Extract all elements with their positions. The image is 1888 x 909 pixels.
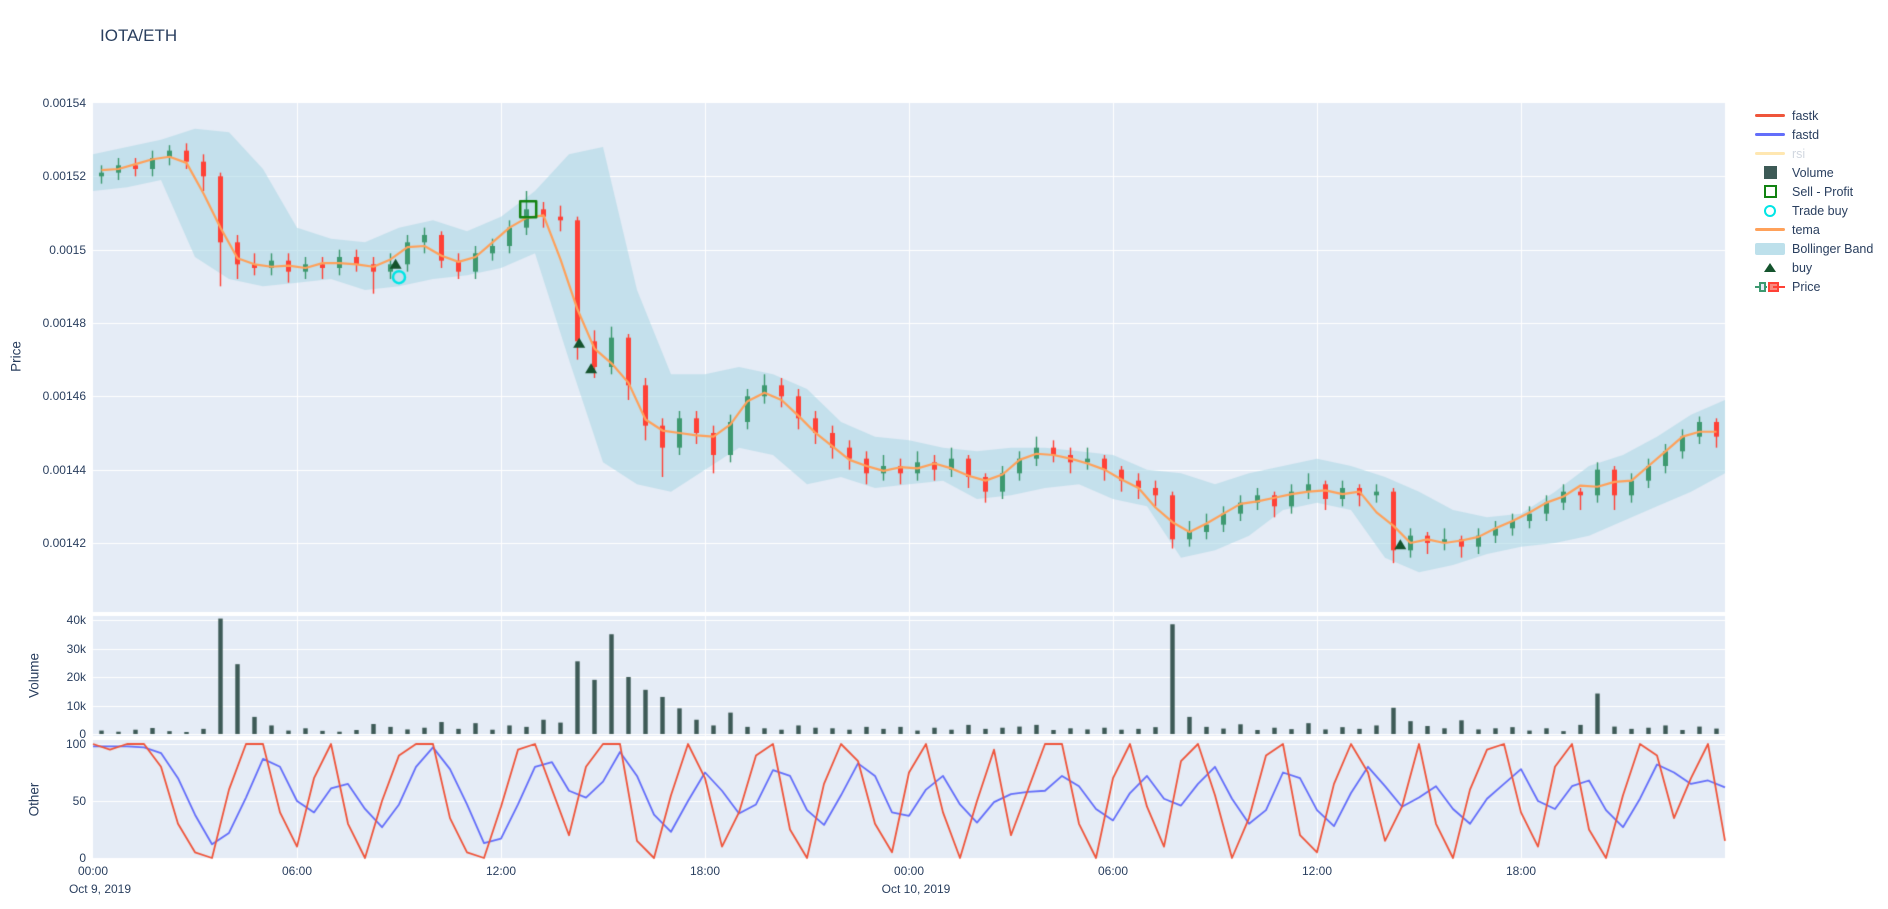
price-axis-tick: 0.00146 <box>42 389 86 404</box>
square-filled-swatch-icon <box>1763 166 1777 179</box>
legend-item-label: buy <box>1792 260 1813 275</box>
legend-item-label: fastd <box>1792 127 1820 142</box>
volume-axis-tick: 10k <box>66 698 86 713</box>
volume-axis-tick: 30k <box>66 641 86 656</box>
legend-item-fastk[interactable]: fastk <box>1752 106 1818 125</box>
legend-item-sell-profit[interactable]: Sell - Profit <box>1752 182 1853 201</box>
legend-item-label: Price <box>1792 279 1821 294</box>
band-swatch-icon <box>1755 242 1785 255</box>
x-axis-tick: 12:00 <box>1301 864 1333 878</box>
x-axis-tick: 12:00 <box>485 864 517 878</box>
circle-open-swatch-icon <box>1764 204 1776 217</box>
x-axis-tick: 00:00 <box>77 864 109 878</box>
other-axis-tick: 50 <box>72 794 86 808</box>
x-axis-tick: 06:00 <box>281 864 313 878</box>
price-axis-tick: 0.00142 <box>42 535 86 550</box>
other-axis-tick: 100 <box>65 737 86 751</box>
legend-item-volume[interactable]: Volume <box>1752 163 1834 182</box>
x-axis-tick: 06:00 <box>1097 864 1129 878</box>
line-swatch-icon <box>1755 228 1785 231</box>
legend-item-label: tema <box>1792 222 1820 237</box>
legend-item-label: Sell - Profit <box>1792 184 1854 199</box>
x-axis-date-label: Oct 10, 2019 <box>881 882 951 896</box>
volume-axis-tick: 20k <box>66 670 86 684</box>
legend-item-label: Volume <box>1792 165 1834 180</box>
price-axis-tick: 0.00152 <box>42 169 86 184</box>
x-axis-tick: 18:00 <box>1505 864 1537 878</box>
volume-axis-tick: 40k <box>66 613 86 627</box>
price-axis-tick: 0.0015 <box>49 242 86 257</box>
legend-item-trade-buy[interactable]: Trade buy <box>1752 201 1848 220</box>
price-axis-tick: 0.00154 <box>42 96 86 110</box>
other-axis-tick: 0 <box>79 851 86 865</box>
legend-item-label: fastk <box>1792 108 1819 123</box>
price-axis-tick: 0.00148 <box>42 315 86 330</box>
legend-item-label: Bollinger Band <box>1792 241 1874 256</box>
square-open-swatch-icon <box>1763 185 1777 198</box>
line-swatch-icon <box>1755 114 1785 117</box>
triangle-up-swatch-icon <box>1764 263 1776 272</box>
x-axis-date-label: Oct 9, 2019 <box>68 882 132 896</box>
legend-item-bollinger-band[interactable]: Bollinger Band <box>1752 239 1873 258</box>
legend-item-label: Trade buy <box>1792 203 1848 218</box>
legend-item-buy[interactable]: buy <box>1752 258 1812 277</box>
legend-item-tema[interactable]: tema <box>1752 220 1820 239</box>
line-swatch-icon <box>1755 133 1785 136</box>
x-axis-tick: 00:00 <box>893 864 925 878</box>
legend-item-label: rsi <box>1792 146 1806 161</box>
candlestick-swatch-icon <box>1755 280 1785 294</box>
x-axis-tick: 18:00 <box>689 864 721 878</box>
volume-axis-tick: 0 <box>79 727 86 741</box>
legend-item-fastd[interactable]: fastd <box>1752 125 1819 144</box>
price-axis-tick: 0.00144 <box>42 462 86 477</box>
legend-item-rsi[interactable]: rsi <box>1752 144 1805 163</box>
line-swatch-icon <box>1755 152 1785 155</box>
legend-item-price[interactable]: Price <box>1752 277 1820 296</box>
